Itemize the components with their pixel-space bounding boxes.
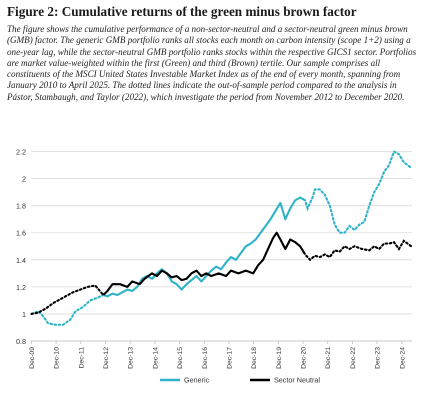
x-tick-label: Dec-12 (103, 347, 110, 369)
y-tick-label: 1.2 (16, 283, 26, 292)
x-tick-label: Dec-16 (202, 347, 209, 369)
sector-neutral-line-in-sample (102, 231, 305, 296)
sector-neutral-line-post-sample (302, 239, 413, 262)
x-tick-label: Dec-18 (251, 347, 258, 369)
generic-line-post-sample (302, 150, 413, 234)
legend: Generic Sector Neutral (160, 376, 320, 385)
x-tick-label: Dec-14 (152, 347, 159, 369)
legend-label: Sector Neutral (274, 376, 320, 385)
x-tick-label: Dec-20 (301, 347, 308, 369)
x-tick-label: Dec-24 (399, 347, 406, 369)
x-tick-label: Dec-13 (128, 347, 135, 369)
x-tick-label: Dec-17 (226, 347, 233, 369)
y-tick-label: 1.6 (16, 229, 26, 238)
chart-area: 0.8 1 1.2 1.4 1.6 1.8 2 2.2 Dec-09 Dec-10 Dec-11 D… (0, 128, 424, 400)
x-tick-label: Dec-22 (350, 347, 357, 369)
gridlines (31, 151, 412, 344)
figure-caption: The figure shows the cumulative performa… (7, 24, 417, 102)
y-tick-label: 1 (22, 310, 26, 319)
x-tick-label: Dec-23 (375, 347, 382, 369)
legend-label: Generic (184, 376, 210, 385)
sector-neutral-line-pre-sample (30, 284, 105, 315)
y-tick-label: 0.8 (16, 337, 26, 346)
x-tick-label: Dec-09 (29, 347, 36, 369)
returns-line-chart: 0.811.21.41.61.822.2 Dec-09 Dec-10 Dec-11 D… (16, 148, 413, 385)
generic-line-in-sample (103, 196, 305, 298)
generic-line-pre-sample (30, 293, 105, 326)
series-lines (30, 150, 413, 326)
x-tick-label: Dec-21 (325, 347, 332, 369)
x-tick-label: Dec-19 (276, 347, 283, 369)
y-axis-ticks: 0.8 1 1.2 1.4 1.6 1.8 2 2.2 (16, 148, 26, 346)
figure-title: Figure 2: Cumulative returns of the gree… (7, 4, 357, 19)
x-axis-ticks: Dec-09 Dec-10 Dec-11 Dec-12 Dec-13 Dec-14 Dec-… (29, 347, 406, 369)
x-tick-label: Dec-11 (78, 347, 85, 369)
y-tick-label: 2 (22, 175, 26, 184)
y-tick-label: 2.2 (16, 148, 26, 157)
y-tick-label: 1.8 (16, 202, 26, 211)
x-tick-label: Dec-10 (54, 347, 61, 369)
y-tick-label: 1.4 (16, 256, 26, 265)
x-tick-label: Dec-15 (177, 347, 184, 369)
